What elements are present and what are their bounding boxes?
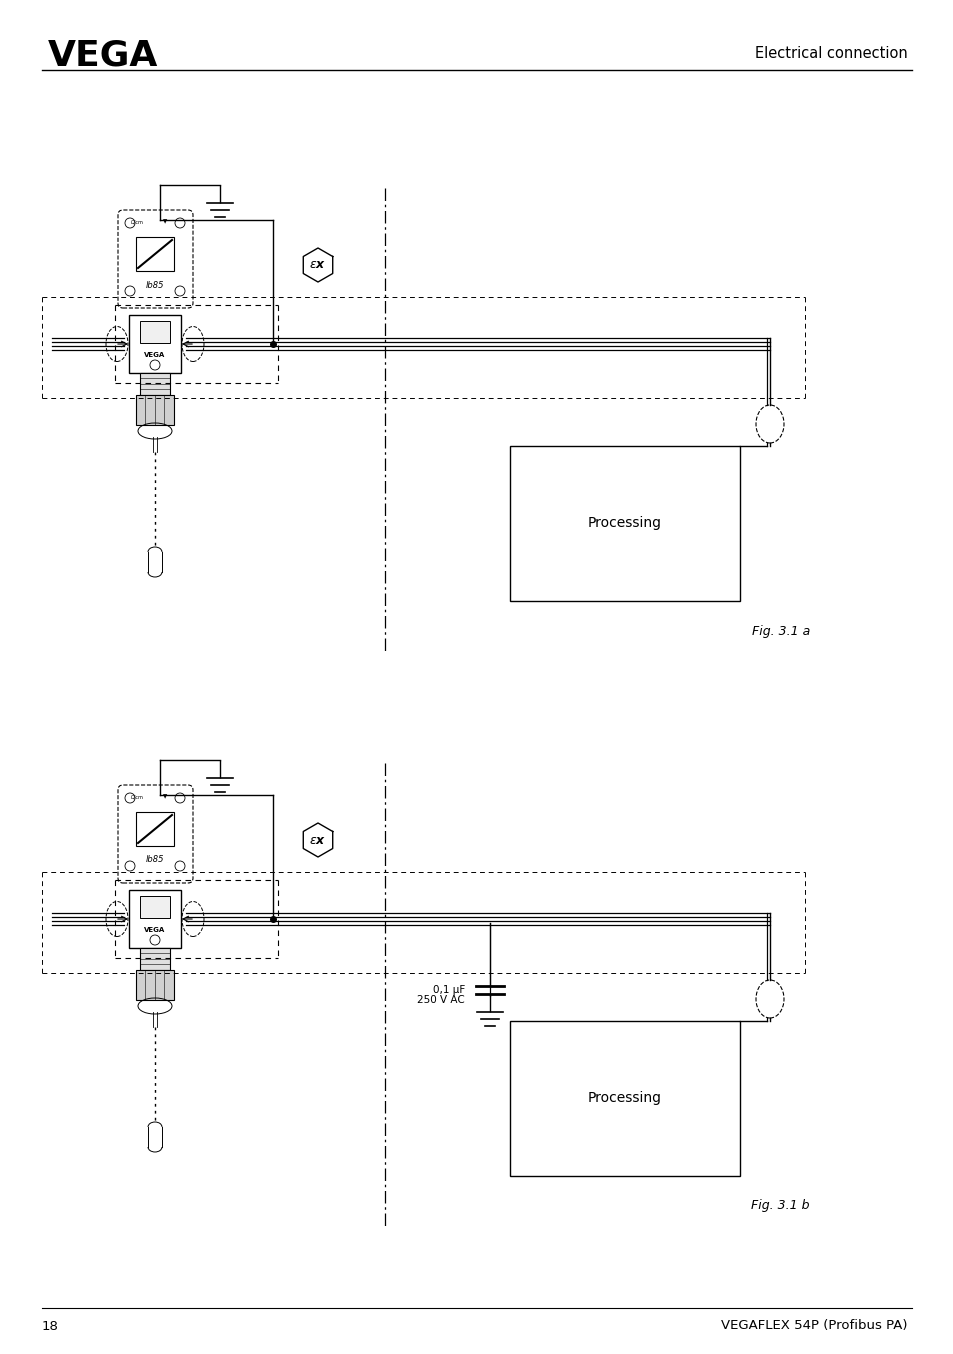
Text: lb85: lb85: [146, 856, 164, 864]
Circle shape: [174, 861, 185, 871]
Text: VEGA: VEGA: [144, 927, 166, 933]
Text: Electrical connection: Electrical connection: [755, 46, 907, 61]
Text: Ω/cm: Ω/cm: [131, 795, 143, 799]
Bar: [136, 812, 173, 846]
Circle shape: [125, 286, 135, 297]
Text: VEGAFLEX 54P (Profibus PA): VEGAFLEX 54P (Profibus PA): [720, 1320, 907, 1332]
Text: Fig. 3.1 a: Fig. 3.1 a: [751, 624, 809, 638]
Bar: [140, 321, 170, 343]
Bar: [136, 395, 173, 425]
Text: Ω/cm: Ω/cm: [131, 219, 143, 225]
Text: VEGA: VEGA: [144, 352, 166, 357]
Bar: [129, 315, 181, 372]
FancyBboxPatch shape: [118, 785, 193, 883]
Bar: [510, 445, 740, 601]
Text: $\epsilon$x: $\epsilon$x: [309, 259, 326, 272]
Bar: [510, 1021, 740, 1177]
Text: $\epsilon$x: $\epsilon$x: [309, 834, 326, 846]
Text: lb85: lb85: [146, 280, 164, 290]
Text: Processing: Processing: [587, 516, 661, 529]
Circle shape: [125, 793, 135, 803]
Circle shape: [174, 286, 185, 297]
Circle shape: [125, 861, 135, 871]
FancyBboxPatch shape: [118, 210, 193, 307]
Circle shape: [150, 360, 160, 370]
Text: ▼: ▼: [163, 795, 167, 799]
Text: 18: 18: [42, 1320, 59, 1332]
Bar: [140, 948, 170, 969]
Bar: [140, 372, 170, 395]
Bar: [136, 237, 173, 271]
Bar: [129, 890, 181, 948]
Text: Processing: Processing: [587, 1091, 661, 1105]
Text: 250 V AC: 250 V AC: [416, 995, 464, 1005]
Text: Fig. 3.1 b: Fig. 3.1 b: [751, 1200, 809, 1212]
Circle shape: [174, 793, 185, 803]
Circle shape: [174, 218, 185, 227]
Bar: [136, 969, 173, 1001]
Text: ▼: ▼: [163, 219, 167, 225]
Circle shape: [125, 218, 135, 227]
Bar: [140, 896, 170, 918]
Circle shape: [150, 936, 160, 945]
Text: 0,1 μF: 0,1 μF: [433, 984, 464, 995]
Text: VEGA: VEGA: [48, 38, 158, 72]
